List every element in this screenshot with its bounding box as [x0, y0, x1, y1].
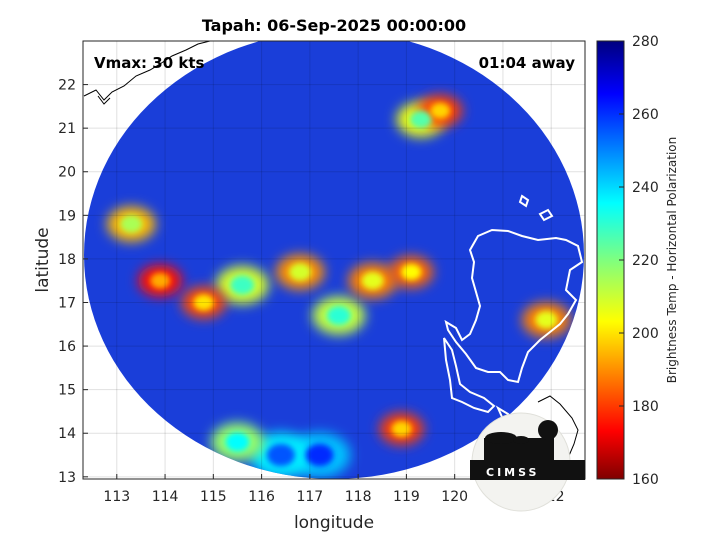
- x-tick-label: 119: [393, 489, 420, 505]
- feature-core: [430, 102, 451, 119]
- axes-frame: [82, 40, 586, 480]
- feature-core: [361, 271, 384, 290]
- colorbar-tick-label: 160: [632, 472, 659, 488]
- x-tick-label: 118: [345, 489, 372, 505]
- x-tick-label: 117: [296, 489, 323, 505]
- y-axis-label: latitude: [33, 227, 53, 292]
- colorbar-tick-label: 220: [632, 253, 659, 269]
- y-tick-label: 15: [58, 383, 76, 399]
- feature-core: [305, 443, 334, 467]
- feature-core: [289, 263, 312, 281]
- y-tick-label: 17: [58, 295, 76, 311]
- y-tick-label: 21: [58, 121, 76, 137]
- colorbar-label: Brightness Temp - Horizontal Polarizatio…: [665, 137, 679, 384]
- feature-core: [391, 420, 412, 437]
- feature-core: [230, 275, 255, 295]
- y-tick-label: 19: [58, 208, 76, 224]
- feature-core: [225, 432, 250, 452]
- vmax-annotation: Vmax: 30 kts: [94, 54, 204, 72]
- colorbar-tick-label: 280: [632, 34, 659, 50]
- coastline-luzon: [443, 194, 584, 428]
- colorbar-tick-label: 240: [632, 180, 659, 196]
- y-tick-label: 16: [58, 339, 76, 355]
- feature-core: [120, 215, 143, 233]
- y-tick-label: 22: [58, 78, 76, 94]
- colorbar-tick-label: 180: [632, 399, 659, 415]
- feature-core: [409, 110, 432, 129]
- y-tick-label: 13: [58, 470, 76, 486]
- feature-core: [326, 305, 351, 326]
- colorbar-tick-label: 200: [632, 326, 659, 342]
- feature-core: [266, 443, 295, 467]
- x-tick-label: 120: [441, 489, 468, 505]
- y-tick-label: 18: [58, 252, 76, 268]
- feature-core: [150, 272, 171, 289]
- x-tick-label: 115: [200, 489, 227, 505]
- time-away-annotation: 01:04 away: [479, 54, 576, 72]
- x-tick-label: 114: [152, 489, 179, 505]
- cimss-logo: CIMSS: [470, 412, 585, 512]
- chart-title: Tapah: 06-Sep-2025 00:00:00: [202, 16, 466, 35]
- colorbar-tick-label: 260: [632, 107, 659, 123]
- axis-ticks: 1131141151161171181191201211221314151617…: [58, 78, 564, 505]
- logo-text: CIMSS: [486, 466, 539, 479]
- x-tick-label: 116: [248, 489, 275, 505]
- colorbar-ticks: 160 180 200 220 240 260 280: [619, 34, 659, 488]
- y-tick-label: 14: [58, 426, 76, 442]
- x-axis-label: longitude: [294, 513, 374, 533]
- feature-core: [193, 294, 214, 311]
- feature-core: [401, 263, 422, 280]
- swath-area: [84, 41, 584, 479]
- y-tick-label: 20: [58, 165, 76, 181]
- x-tick-label: 113: [103, 489, 130, 505]
- brightness-features: [107, 94, 571, 478]
- feature-core: [535, 311, 558, 329]
